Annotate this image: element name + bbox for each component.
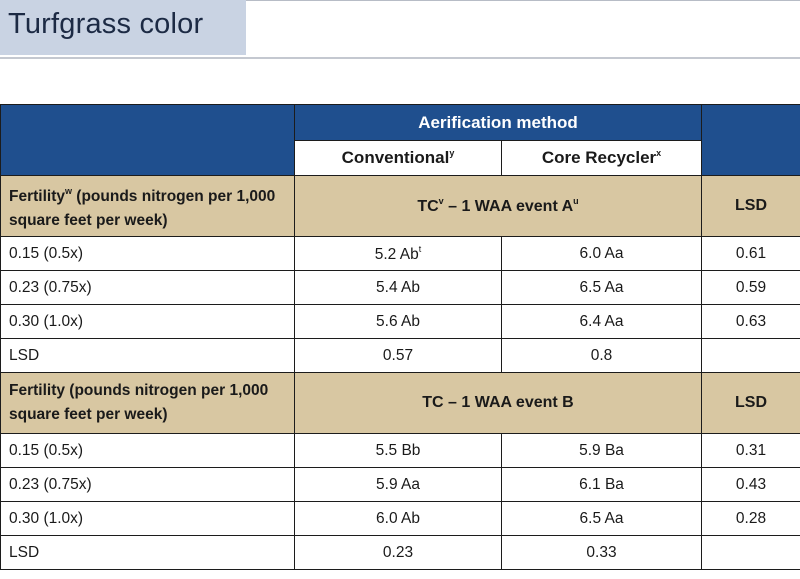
lsd-value [701,535,800,570]
page-title: Turfgrass color [8,8,204,40]
core-recycler-value: 6.4 Aa [501,304,702,339]
core-recycler-value: 6.5 Aa [501,501,702,536]
conventional-value: 6.0 Ab [294,501,502,536]
conventional-value: 0.57 [294,338,502,373]
lsd-value: 0.59 [701,270,800,305]
row-label: LSD [0,338,295,373]
row-label: LSD [0,535,295,570]
section-header-b: Fertility (pounds nitrogen per 1,000 squ… [0,372,800,434]
conventional-value: 5.6 Ab [294,304,502,339]
table-row: 0.23 (0.75x) 5.9 Aa 6.1 Ba 0.43 [0,467,800,502]
fertility-label: Fertilityw (pounds nitrogen per 1,000 sq… [0,175,295,237]
conventional-value: 5.5 Bb [294,433,502,468]
title-rule [0,57,800,59]
col-header-conventional: Conventionaly [294,140,502,176]
fertility-label: Fertility (pounds nitrogen per 1,000 squ… [0,372,295,434]
core-recycler-value: 0.33 [501,535,702,570]
lsd-value: 0.61 [701,236,800,271]
row-label: 0.15 (0.5x) [0,236,295,271]
core-recycler-value: 6.0 Aa [501,236,702,271]
row-label: 0.23 (0.75x) [0,270,295,305]
col-header-core-recycler: Core Recyclerx [501,140,702,176]
table-row: LSD 0.57 0.8 [0,338,800,373]
lsd-value: 0.28 [701,501,800,536]
aerification-method-header: Aerification method [294,104,702,141]
header-lsd-corner [701,104,800,176]
table-row: 0.15 (0.5x) 5.5 Bb 5.9 Ba 0.31 [0,433,800,468]
conventional-value: 5.2 Abt [294,236,502,271]
table-row: 0.30 (1.0x) 6.0 Ab 6.5 Aa 0.28 [0,501,800,536]
table-row: 0.30 (1.0x) 5.6 Ab 6.4 Aa 0.63 [0,304,800,339]
lsd-value: 0.63 [701,304,800,339]
row-label: 0.30 (1.0x) [0,501,295,536]
conventional-value: 5.4 Ab [294,270,502,305]
row-label: 0.30 (1.0x) [0,304,295,339]
core-recycler-value: 5.9 Ba [501,433,702,468]
lsd-header: LSD [701,175,800,237]
event-b-label: TC – 1 WAA event B [294,372,702,434]
row-label: 0.23 (0.75x) [0,467,295,502]
event-a-label: TCv – 1 WAA event Au [294,175,702,237]
row-label: 0.15 (0.5x) [0,433,295,468]
core-recycler-value: 0.8 [501,338,702,373]
conventional-value: 0.23 [294,535,502,570]
lsd-value: 0.43 [701,467,800,502]
table-row: 0.15 (0.5x) 5.2 Abt 6.0 Aa 0.61 [0,236,800,271]
section-header-a: Fertilityw (pounds nitrogen per 1,000 sq… [0,175,800,237]
lsd-header: LSD [701,372,800,434]
turfgrass-color-table: Aerification method Conventionaly Core R… [0,104,800,570]
core-recycler-value: 6.5 Aa [501,270,702,305]
header-corner [0,104,295,176]
core-recycler-value: 6.1 Ba [501,467,702,502]
table-row: LSD 0.23 0.33 [0,535,800,570]
table-row: 0.23 (0.75x) 5.4 Ab 6.5 Aa 0.59 [0,270,800,305]
top-rule [0,0,800,1]
lsd-value: 0.31 [701,433,800,468]
title-banner: Turfgrass color [0,0,246,55]
lsd-value [701,338,800,373]
conventional-value: 5.9 Aa [294,467,502,502]
